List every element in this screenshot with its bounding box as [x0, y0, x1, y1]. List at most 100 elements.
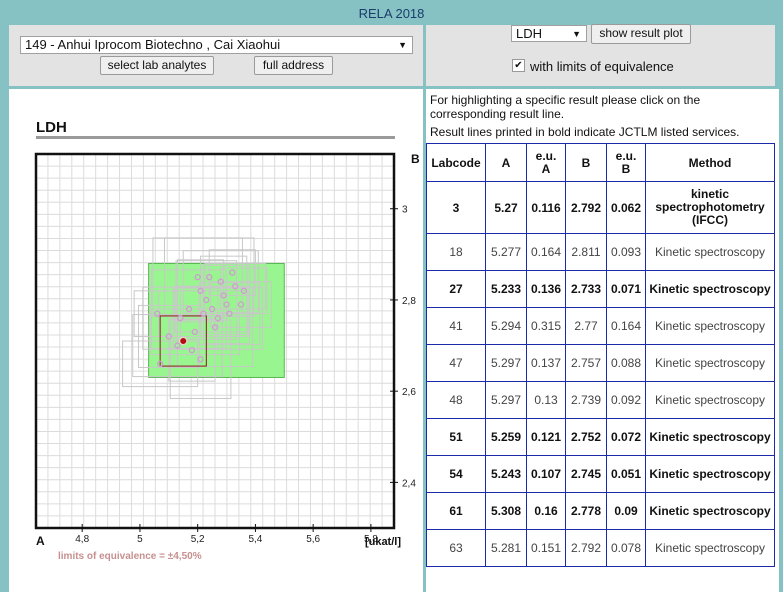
- cell-method: Kinetic spectroscopy: [645, 307, 775, 345]
- axis-b-label: B: [411, 152, 420, 166]
- table-row[interactable]: 18 5.277 0.164 2.811 0.093 Kinetic spectrosco…: [426, 233, 775, 271]
- data-point[interactable]: [226, 310, 233, 317]
- cell-a: 5.243: [485, 455, 527, 493]
- cell-b: 2.811: [565, 233, 607, 271]
- uncertainty-box: [202, 264, 251, 345]
- own-result-point[interactable]: [179, 336, 188, 346]
- select-lab-analytes-button[interactable]: select lab analytes: [100, 56, 214, 75]
- cell-method: Kinetic spectroscopy: [645, 233, 775, 271]
- data-point[interactable]: [203, 296, 210, 304]
- plot-frame: [34, 152, 396, 530]
- data-point[interactable]: [185, 305, 193, 313]
- x-tick-label: 5,6: [306, 534, 320, 545]
- data-point[interactable]: [237, 301, 245, 308]
- app-title: RELA 2018: [358, 6, 425, 21]
- col-a: A: [485, 143, 527, 182]
- data-point[interactable]: [177, 315, 184, 322]
- cell-a: 5.294: [485, 307, 527, 345]
- data-point[interactable]: [211, 324, 219, 331]
- info-line-3: Result lines printed in bold indicate JC…: [430, 125, 740, 139]
- uncertainty-box: [210, 281, 272, 328]
- table-row[interactable]: 27 5.233 0.136 2.733 0.071 Kinetic spectrosco…: [426, 270, 775, 308]
- cell-b: 2.752: [565, 418, 607, 456]
- cell-method: Kinetic spectroscopy: [645, 381, 775, 419]
- cell-b: 2.77: [565, 307, 607, 345]
- data-point[interactable]: [223, 301, 230, 308]
- cell-eub: 0.078: [606, 529, 646, 567]
- table-row[interactable]: 63 5.281 0.151 2.792 0.078 Kinetic spectrosco…: [426, 529, 775, 567]
- lab-select[interactable]: 149 - Anhui Iprocom Biotechno , Cai Xiao…: [20, 36, 413, 54]
- cell-a: 5.277: [485, 233, 527, 271]
- data-point[interactable]: [154, 310, 161, 317]
- show-result-plot-button[interactable]: show result plot: [591, 24, 691, 44]
- y-tick-label: 2,8: [402, 296, 416, 307]
- data-point[interactable]: [208, 305, 216, 313]
- data-point[interactable]: [214, 315, 222, 322]
- cell-b: 2.778: [565, 492, 607, 530]
- cell-b: 2.792: [565, 181, 607, 234]
- cell-eua: 0.116: [526, 181, 566, 234]
- cell-eub: 0.071: [606, 270, 646, 308]
- lab-panel: 149 - Anhui Iprocom Biotechno , Cai Xiao…: [9, 25, 423, 86]
- data-point[interactable]: [200, 310, 207, 317]
- chevron-down-icon: ▼: [572, 29, 581, 39]
- data-point[interactable]: [174, 342, 181, 349]
- data-point[interactable]: [156, 360, 164, 367]
- data-point[interactable]: [229, 269, 236, 276]
- data-point[interactable]: [194, 273, 201, 281]
- limits-checkbox[interactable]: ✔: [512, 59, 525, 72]
- cell-eua: 0.16: [526, 492, 566, 530]
- analyte-select-value: LDH: [516, 26, 543, 41]
- table-row[interactable]: 41 5.294 0.315 2.77 0.164 Kinetic spectroscop…: [426, 307, 775, 345]
- table-row[interactable]: 3 5.27 0.116 2.792 0.062 kinetic spectrophoto…: [426, 181, 775, 234]
- uncertainty-box: [142, 286, 219, 350]
- plot-title: LDH: [36, 119, 67, 136]
- x-tick-label: 5: [137, 534, 143, 545]
- cell-labcode: 47: [426, 344, 486, 382]
- unit-label: [ukat/l]: [365, 536, 401, 548]
- cell-a: 5.297: [485, 381, 527, 419]
- cell-b: 2.757: [565, 344, 607, 382]
- cell-eua: 0.13: [526, 381, 566, 419]
- youden-plot[interactable]: 4,8 5 5,2 5,4 5,6 5,8 3 2,8 2,6 2,4 A B [ukat/l] limi…: [9, 145, 429, 565]
- full-address-button[interactable]: full address: [254, 56, 333, 75]
- info-line-1: For highlighting a specific result pleas…: [430, 93, 701, 107]
- data-point[interactable]: [165, 333, 172, 340]
- data-point[interactable]: [191, 328, 198, 336]
- table-row[interactable]: 51 5.259 0.121 2.752 0.072 Kinetic spectrosco…: [426, 418, 775, 456]
- cell-eua: 0.121: [526, 418, 566, 456]
- data-point[interactable]: [206, 273, 213, 281]
- cell-method: Kinetic spectroscopy: [645, 492, 775, 530]
- cell-eub: 0.051: [606, 455, 646, 493]
- table-row[interactable]: 61 5.308 0.16 2.778 0.09 Kinetic spectroscopy: [426, 492, 775, 530]
- table-row[interactable]: 54 5.243 0.107 2.745 0.051 Kinetic spectrosco…: [426, 455, 775, 493]
- analyte-select[interactable]: LDH ▼: [511, 25, 587, 42]
- data-point[interactable]: [240, 287, 248, 294]
- cell-labcode: 54: [426, 455, 486, 493]
- data-point[interactable]: [232, 283, 239, 290]
- data-point[interactable]: [217, 278, 224, 285]
- data-point[interactable]: [220, 292, 227, 299]
- cell-eub: 0.09: [606, 492, 646, 530]
- limits-checkbox-label: with limits of equivalence: [530, 59, 674, 74]
- cell-labcode: 61: [426, 492, 486, 530]
- cell-labcode: 3: [426, 181, 486, 234]
- table-row[interactable]: 48 5.297 0.13 2.739 0.092 Kinetic spectroscop…: [426, 381, 775, 419]
- cell-eua: 0.315: [526, 307, 566, 345]
- cell-b: 2.733: [565, 270, 607, 308]
- results-table: Labcode A e.u. A B e.u. B Method 3 5.27 0.11…: [426, 143, 775, 567]
- info-line-2: corresponding result line.: [430, 107, 565, 121]
- data-point[interactable]: [188, 346, 196, 354]
- cell-eub: 0.088: [606, 344, 646, 382]
- cell-labcode: 51: [426, 418, 486, 456]
- cell-eua: 0.136: [526, 270, 566, 308]
- data-point[interactable]: [197, 287, 204, 294]
- cell-method: kinetic spectrophotometry (IFCC): [645, 181, 775, 234]
- axis-a-label: A: [36, 534, 45, 548]
- cell-eua: 0.151: [526, 529, 566, 567]
- cell-eub: 0.062: [606, 181, 646, 234]
- y-tick-label: 3: [402, 205, 408, 216]
- table-row[interactable]: 47 5.297 0.137 2.757 0.088 Kinetic spectrosco…: [426, 344, 775, 382]
- cell-a: 5.308: [485, 492, 527, 530]
- data-point[interactable]: [197, 356, 204, 363]
